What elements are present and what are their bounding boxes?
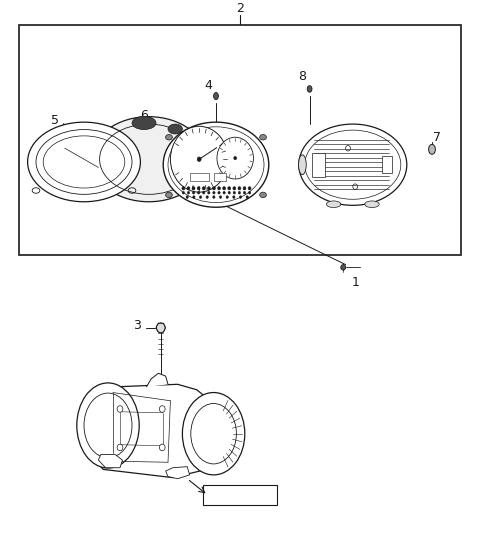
Text: 1: 1 — [351, 276, 359, 289]
Ellipse shape — [186, 196, 188, 199]
Ellipse shape — [326, 201, 341, 208]
Ellipse shape — [197, 192, 200, 194]
Ellipse shape — [233, 187, 236, 190]
Ellipse shape — [163, 122, 269, 208]
Text: 6: 6 — [140, 109, 148, 122]
Ellipse shape — [213, 187, 216, 190]
Bar — [19, 25, 461, 255]
Bar — [312, 153, 325, 177]
Ellipse shape — [213, 192, 215, 194]
Ellipse shape — [206, 196, 208, 199]
Ellipse shape — [156, 323, 165, 333]
Polygon shape — [98, 455, 122, 468]
Ellipse shape — [208, 192, 210, 194]
Ellipse shape — [365, 201, 379, 208]
Ellipse shape — [243, 187, 246, 190]
Ellipse shape — [260, 135, 266, 140]
Ellipse shape — [218, 192, 220, 194]
Ellipse shape — [223, 192, 225, 194]
Bar — [214, 173, 226, 181]
Ellipse shape — [159, 444, 165, 451]
Text: 8: 8 — [299, 70, 306, 83]
Ellipse shape — [228, 187, 231, 190]
Ellipse shape — [260, 192, 266, 198]
Ellipse shape — [202, 187, 205, 190]
Ellipse shape — [217, 137, 253, 179]
Ellipse shape — [238, 187, 241, 190]
Polygon shape — [86, 384, 218, 478]
Ellipse shape — [214, 93, 218, 100]
Ellipse shape — [166, 192, 172, 198]
Ellipse shape — [117, 444, 123, 451]
Ellipse shape — [238, 192, 240, 194]
Ellipse shape — [234, 156, 237, 160]
Ellipse shape — [199, 196, 202, 199]
Text: 4: 4 — [205, 79, 213, 92]
Ellipse shape — [307, 86, 312, 92]
Ellipse shape — [182, 192, 184, 194]
Bar — [190, 173, 209, 181]
Ellipse shape — [299, 155, 306, 175]
Ellipse shape — [197, 187, 200, 190]
Ellipse shape — [117, 406, 123, 412]
Polygon shape — [166, 467, 190, 479]
Ellipse shape — [341, 265, 346, 270]
Ellipse shape — [217, 187, 220, 190]
Text: REF.43-430: REF.43-430 — [210, 491, 270, 500]
Ellipse shape — [187, 192, 190, 194]
Ellipse shape — [207, 187, 210, 190]
Ellipse shape — [182, 187, 185, 190]
Ellipse shape — [213, 196, 215, 199]
Ellipse shape — [429, 144, 435, 154]
Ellipse shape — [132, 116, 156, 130]
Ellipse shape — [192, 192, 195, 194]
Ellipse shape — [240, 196, 242, 199]
Ellipse shape — [91, 117, 206, 202]
Ellipse shape — [168, 124, 182, 134]
Ellipse shape — [187, 187, 190, 190]
Ellipse shape — [243, 192, 246, 194]
Ellipse shape — [198, 146, 207, 161]
Polygon shape — [146, 373, 168, 387]
Ellipse shape — [203, 192, 205, 194]
Ellipse shape — [28, 122, 140, 202]
Ellipse shape — [77, 383, 139, 468]
Ellipse shape — [159, 406, 165, 412]
Ellipse shape — [228, 192, 230, 194]
Ellipse shape — [233, 192, 236, 194]
Ellipse shape — [166, 135, 172, 140]
Text: 2: 2 — [236, 2, 244, 15]
Ellipse shape — [170, 126, 228, 192]
Text: 5: 5 — [51, 114, 59, 127]
Ellipse shape — [226, 196, 228, 199]
Bar — [382, 156, 392, 173]
Ellipse shape — [299, 124, 407, 205]
Ellipse shape — [249, 192, 251, 194]
Ellipse shape — [219, 196, 222, 199]
Ellipse shape — [233, 196, 235, 199]
Text: 7: 7 — [433, 131, 441, 144]
Ellipse shape — [192, 196, 195, 199]
Ellipse shape — [197, 157, 201, 161]
Ellipse shape — [192, 187, 195, 190]
Ellipse shape — [248, 187, 251, 190]
Ellipse shape — [182, 393, 245, 475]
Ellipse shape — [246, 196, 249, 199]
FancyBboxPatch shape — [203, 485, 277, 505]
Text: 3: 3 — [133, 318, 141, 332]
Ellipse shape — [223, 187, 226, 190]
